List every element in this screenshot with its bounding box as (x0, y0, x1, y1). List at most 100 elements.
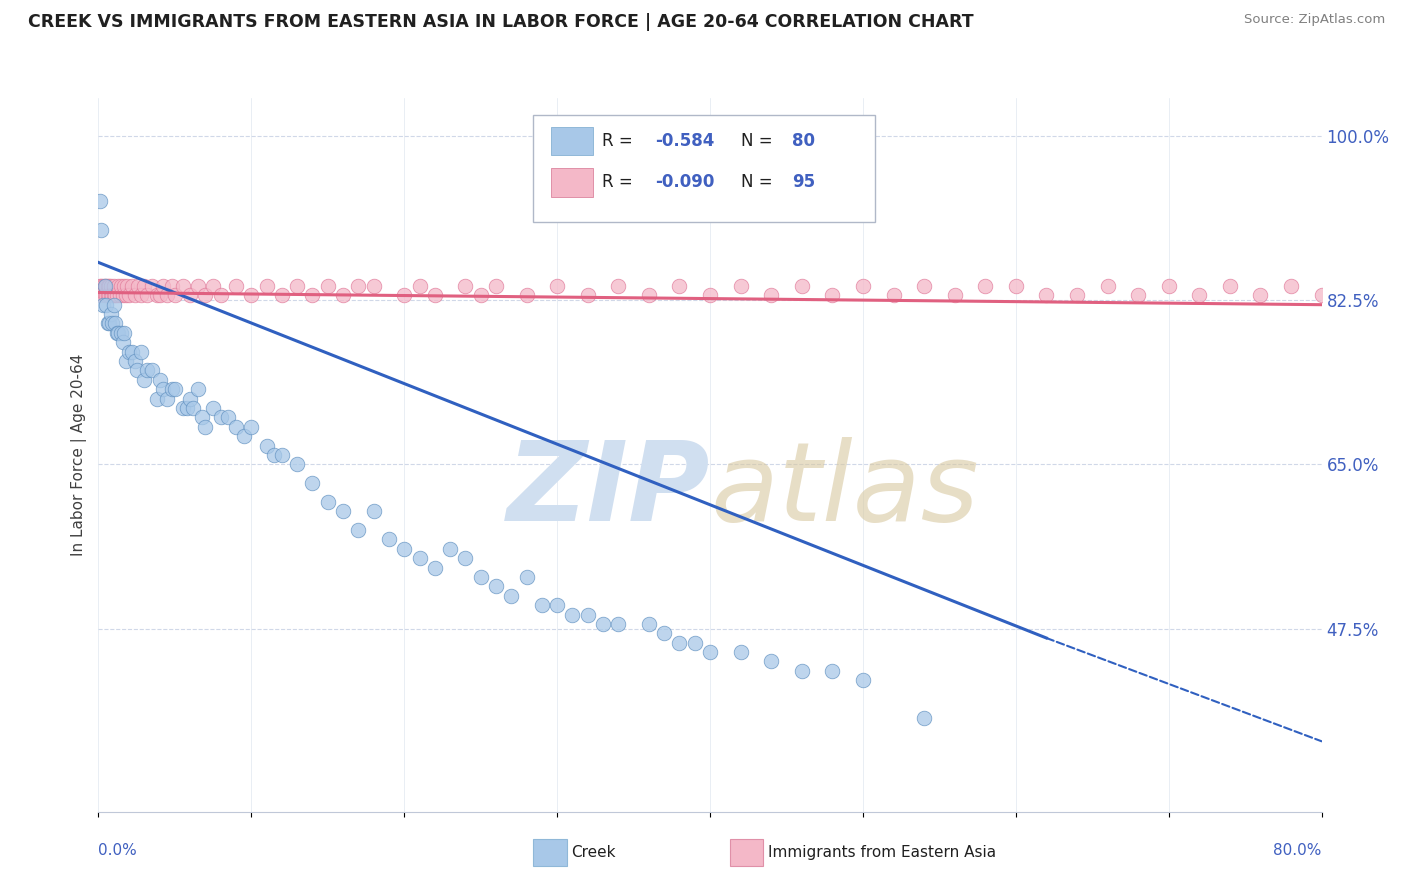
Point (347, 523, 370, 537)
Point (516, 570, 538, 584)
Point (316, 279, 339, 293)
Point (105, 288, 128, 302)
Point (90, 288, 112, 302)
Point (363, 504, 385, 518)
Text: R =: R = (602, 173, 638, 191)
Point (134, 373, 156, 387)
Point (974, 279, 997, 293)
Point (93, 279, 115, 293)
Point (730, 279, 752, 293)
Point (89, 279, 111, 293)
Point (256, 438, 278, 452)
Point (561, 607, 583, 622)
Point (217, 410, 239, 425)
Point (1279, 279, 1302, 293)
Point (103, 288, 125, 302)
Point (156, 288, 179, 302)
Text: Immigrants from Eastern Asia: Immigrants from Eastern Asia (768, 846, 995, 860)
Point (94, 298, 117, 312)
Point (485, 579, 508, 593)
Text: 80.0%: 80.0% (1274, 843, 1322, 858)
Point (93, 279, 115, 293)
Point (90, 222, 112, 236)
Point (821, 288, 844, 302)
Point (118, 344, 141, 359)
Point (107, 326, 129, 340)
Point (270, 288, 292, 302)
Point (423, 288, 446, 302)
Point (852, 673, 875, 688)
Point (454, 279, 477, 293)
Point (699, 288, 721, 302)
Text: 80: 80 (792, 132, 815, 150)
Point (1066, 288, 1088, 302)
Point (94, 279, 117, 293)
Point (97, 288, 120, 302)
Point (152, 382, 174, 396)
Point (263, 448, 285, 462)
Point (187, 382, 209, 396)
Point (912, 279, 935, 293)
FancyBboxPatch shape (551, 168, 592, 196)
Point (470, 570, 492, 584)
Point (270, 448, 292, 462)
Point (194, 288, 217, 302)
Point (160, 279, 183, 293)
Point (136, 363, 159, 377)
Point (202, 401, 225, 415)
Point (301, 476, 323, 491)
Point (225, 279, 247, 293)
Text: Source: ZipAtlas.com: Source: ZipAtlas.com (1244, 13, 1385, 27)
Point (301, 288, 323, 302)
Point (115, 354, 138, 368)
Point (124, 288, 146, 302)
Point (110, 326, 132, 340)
Point (1402, 279, 1406, 293)
Point (637, 616, 661, 631)
Point (112, 279, 135, 293)
Point (107, 279, 129, 293)
Point (176, 401, 198, 415)
Point (194, 419, 217, 434)
Point (408, 551, 430, 566)
Point (112, 326, 135, 340)
Point (115, 288, 138, 302)
Point (160, 382, 183, 396)
Point (145, 288, 167, 302)
Point (124, 354, 146, 368)
Text: -0.090: -0.090 (655, 173, 714, 191)
Point (163, 288, 186, 302)
Point (285, 279, 308, 293)
Point (127, 279, 149, 293)
Point (100, 279, 122, 293)
Point (100, 288, 122, 302)
Point (91, 279, 114, 293)
Point (668, 279, 690, 293)
Point (423, 560, 446, 574)
Point (98, 279, 121, 293)
Point (136, 288, 159, 302)
Point (501, 589, 523, 603)
Point (546, 279, 568, 293)
FancyBboxPatch shape (533, 114, 875, 221)
Point (408, 279, 430, 293)
Point (790, 279, 813, 293)
Text: -0.584: -0.584 (655, 132, 714, 150)
Point (101, 317, 124, 331)
Point (347, 279, 370, 293)
Point (98, 288, 121, 302)
Point (912, 711, 935, 725)
Point (156, 392, 179, 406)
Point (91, 298, 114, 312)
Point (97, 317, 120, 331)
Point (652, 626, 675, 640)
Text: 0.0%: 0.0% (98, 843, 138, 858)
Point (1004, 279, 1026, 293)
Point (134, 279, 156, 293)
Point (1128, 288, 1150, 302)
Point (1157, 279, 1180, 293)
Point (852, 279, 875, 293)
Point (110, 279, 132, 293)
Point (117, 279, 139, 293)
Point (332, 504, 354, 518)
